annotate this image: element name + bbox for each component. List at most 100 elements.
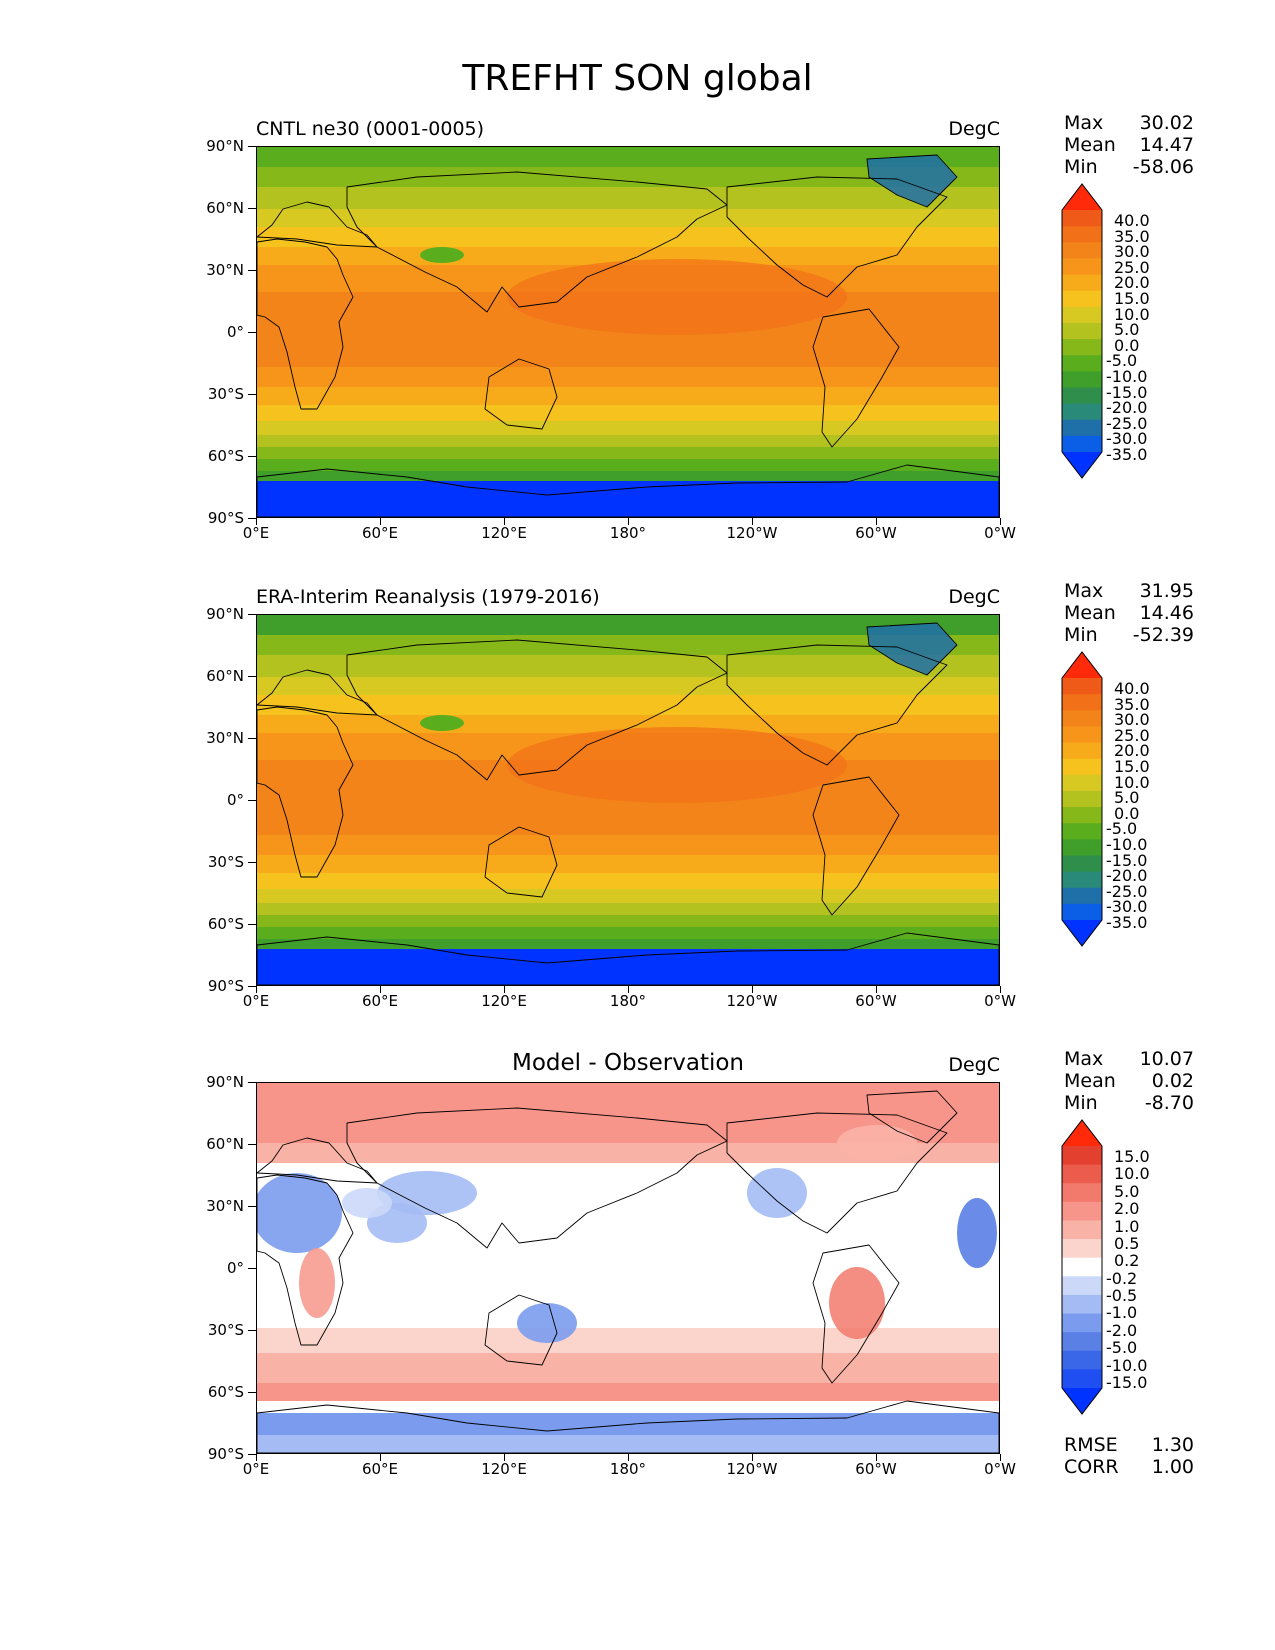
warm-anomaly-patch (829, 1267, 885, 1339)
y-tick (248, 1144, 256, 1145)
colorbar-tick-label: -5.0 (1106, 819, 1138, 839)
colorbar-tick-label: -35.0 (1106, 913, 1148, 932)
colorbar-tick-label: 15.0 (1114, 757, 1150, 776)
colorbar-tick-label: -0.5 (1106, 1286, 1138, 1306)
map-plot-area[interactable] (256, 146, 1000, 518)
colorbar-segment (1062, 1220, 1102, 1240)
coastline-africa (257, 706, 354, 878)
x-tick-label: 120°W (726, 992, 778, 1010)
x-tick-label: 60°W (855, 992, 897, 1010)
coastline-asia (346, 639, 728, 781)
latitude-band (257, 695, 999, 716)
x-tick-label: 120°W (726, 1460, 778, 1478)
colorbar-segment (1062, 1369, 1102, 1389)
stat-label: Max (1064, 1048, 1104, 1070)
stat-label: Mean (1064, 1070, 1116, 1092)
x-tick (876, 986, 877, 993)
colorbar-segment (1062, 823, 1102, 840)
x-tick-label: 180° (609, 524, 647, 542)
colorbar-segment (1062, 1313, 1102, 1333)
colorbar (1061, 1119, 1103, 1415)
x-tick-label: 0°W (984, 992, 1016, 1010)
colorbar-tick-label: 10.0 (1114, 304, 1150, 324)
colorbar-tick-label: 0.0 (1114, 803, 1140, 823)
colorbar-tick-label: -10.0 (1106, 835, 1148, 854)
colorbar-segment (1062, 742, 1102, 760)
y-tick-label: 30°S (207, 1321, 244, 1339)
coastline-asia (346, 1107, 728, 1249)
coastline-africa (257, 1174, 354, 1346)
colorbar-tick-label: 10.0 (1114, 1164, 1150, 1184)
latitude-band (257, 949, 999, 985)
colorbar-tick-label: -15.0 (1106, 382, 1148, 402)
colorbar-segment (1062, 1146, 1102, 1166)
y-tick (248, 518, 256, 519)
colorbar-tick-label: -15.0 (1106, 1373, 1148, 1392)
colorbar-segment (1062, 306, 1102, 324)
x-tick-label: 120°E (481, 1460, 527, 1478)
y-tick (248, 146, 256, 147)
colorbar-segment (1062, 726, 1102, 744)
anomaly-patch (957, 1198, 997, 1268)
latitude-band (257, 855, 999, 874)
latitude-band (257, 447, 999, 460)
colorbar-segment (1062, 1201, 1102, 1221)
colorbar-outline (1061, 651, 1103, 947)
coastline-namerica (726, 1112, 948, 1234)
colorbar-extend-max (1062, 1120, 1102, 1146)
y-tick (248, 1082, 256, 1083)
y-tick (248, 270, 256, 271)
y-tick (248, 456, 256, 457)
colorbar-tick-label: 15.0 (1114, 289, 1150, 308)
tibet-cold (420, 247, 464, 263)
x-tick (380, 1454, 381, 1461)
x-tick (504, 518, 505, 525)
panel-difference: Model - Observation DegC 90°N 60°N 30°N 0° 3… (0, 1048, 1275, 1492)
x-tick-label: 0°E (242, 1460, 270, 1478)
latitude-band (257, 167, 999, 188)
y-tick (248, 1268, 256, 1269)
colorbar-tick-label: -30.0 (1106, 429, 1148, 449)
x-tick-label: 180° (609, 1460, 647, 1478)
y-tick-label: 30°S (207, 385, 244, 403)
y-tick-label: 90°N (206, 137, 244, 155)
colorbar-segment (1062, 678, 1102, 695)
x-tick (1000, 986, 1001, 993)
y-tick-label: 90°S (207, 509, 244, 527)
colorbar-segment (1062, 774, 1102, 792)
x-tick-label: 120°E (481, 524, 527, 542)
colorbar-segment (1062, 1183, 1102, 1203)
y-tick (248, 1454, 256, 1455)
colorbar-tick-label: 40.0 (1114, 211, 1150, 230)
x-tick-label: 0°E (242, 992, 270, 1010)
colorbar-tick-label: 15.0 (1114, 1147, 1150, 1166)
colorbar-tick-label: -2.0 (1106, 1320, 1138, 1340)
latitude-band (257, 459, 999, 472)
rmse-label: RMSE (1064, 1434, 1118, 1456)
y-tick-label: 30°N (206, 261, 244, 279)
stat-label: Min (1064, 156, 1098, 178)
latitude-band (257, 915, 999, 928)
anomaly-patch (342, 1188, 392, 1218)
coastline-europe (257, 201, 378, 248)
latitude-band (257, 367, 999, 388)
colorbar-tick-label: -20.0 (1106, 866, 1148, 886)
temperature-map (257, 147, 999, 517)
latitude-band (257, 227, 999, 248)
x-tick-label: 60°E (361, 524, 399, 542)
colorbar-tick-label: 0.5 (1114, 1233, 1140, 1253)
colorbar-extend-min (1062, 920, 1102, 946)
map-plot-area[interactable] (256, 614, 1000, 986)
stat-label: Mean (1064, 134, 1116, 156)
latitude-band (257, 147, 999, 168)
colorbar-tick-label: 30.0 (1114, 710, 1150, 730)
map-plot-area[interactable] (256, 1082, 1000, 1454)
y-tick (248, 394, 256, 395)
y-tick-label: 60°S (207, 915, 244, 933)
coastline-asia (346, 171, 728, 313)
y-tick (248, 800, 256, 801)
coastline-antarctica (257, 464, 999, 517)
x-tick (256, 518, 257, 525)
colorbar-segment (1062, 226, 1102, 243)
y-tick (248, 986, 256, 987)
